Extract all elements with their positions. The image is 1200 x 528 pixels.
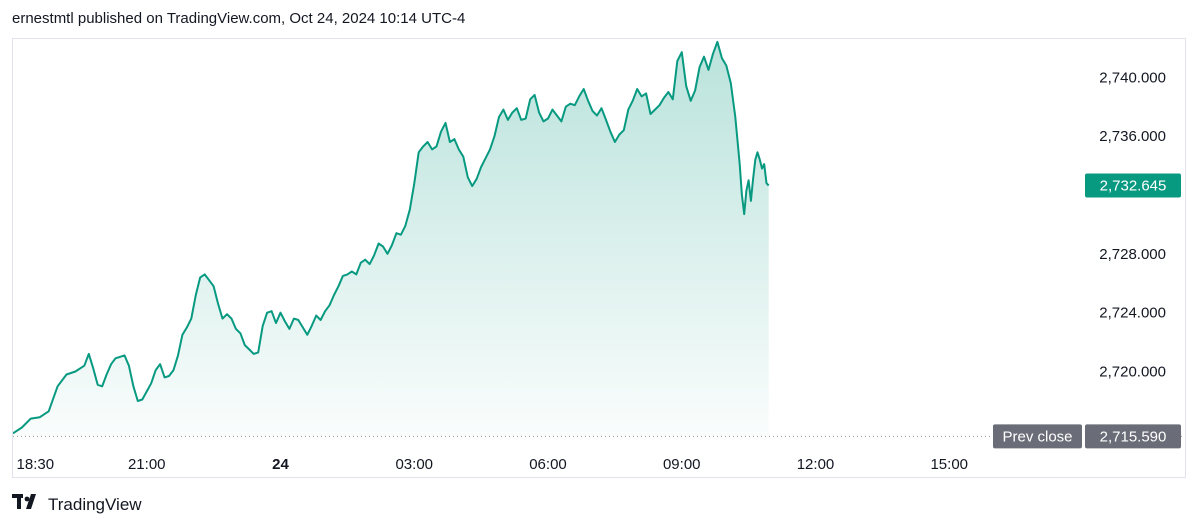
y-tick-label: 2,736.000 — [1099, 128, 1166, 145]
current-price-label: 2,732.645 — [1100, 177, 1167, 194]
tradingview-logo-icon — [12, 494, 42, 515]
x-tick-label: 06:00 — [529, 456, 567, 473]
x-tick-label: 09:00 — [663, 456, 701, 473]
prev-close-value-bg — [1085, 424, 1181, 449]
current-price-badge: 2,732.645 — [1085, 173, 1181, 198]
price-chart: 2,720.000 2,724.000 2,728.000 2,736.000 2,74… — [13, 40, 1185, 473]
x-tick-label: 12:00 — [797, 456, 835, 473]
y-tick-label: 2,728.000 — [1099, 246, 1166, 263]
footer-brand[interactable]: TradingView — [12, 494, 142, 515]
x-axis-labels: 18:30 21:00 24 03:00 06:00 09:00 12:00 15:00 — [17, 456, 969, 473]
prev-close-name-bg — [993, 424, 1082, 449]
prev-close-value: 2,715.590 — [1100, 428, 1167, 445]
y-tick-label: 2,724.000 — [1099, 305, 1166, 322]
x-tick-label: 21:00 — [128, 456, 166, 473]
prev-close-badge: Prev close 2,715.590 — [993, 424, 1181, 449]
price-line — [13, 40, 770, 435]
x-tick-label: 18:30 — [17, 456, 55, 473]
y-tick-label: 2,740.000 — [1099, 69, 1166, 86]
footer-brand-text: TradingView — [48, 494, 142, 514]
current-price-badge-bg — [1085, 173, 1181, 198]
y-axis-labels: 2,720.000 2,724.000 2,728.000 2,736.000 2,74… — [1099, 69, 1166, 380]
price-area-fill — [13, 41, 769, 437]
published-header: ernestmtl published on TradingView.com, … — [12, 10, 466, 27]
x-tick-label: 15:00 — [930, 456, 968, 473]
chart-frame: 2,720.000 2,724.000 2,728.000 2,736.000 2,74… — [12, 38, 1186, 478]
x-tick-label: 24 — [272, 456, 289, 473]
prev-close-name: Prev close — [1002, 428, 1072, 445]
x-tick-label: 03:00 — [395, 456, 433, 473]
y-tick-label: 2,720.000 — [1099, 364, 1166, 381]
